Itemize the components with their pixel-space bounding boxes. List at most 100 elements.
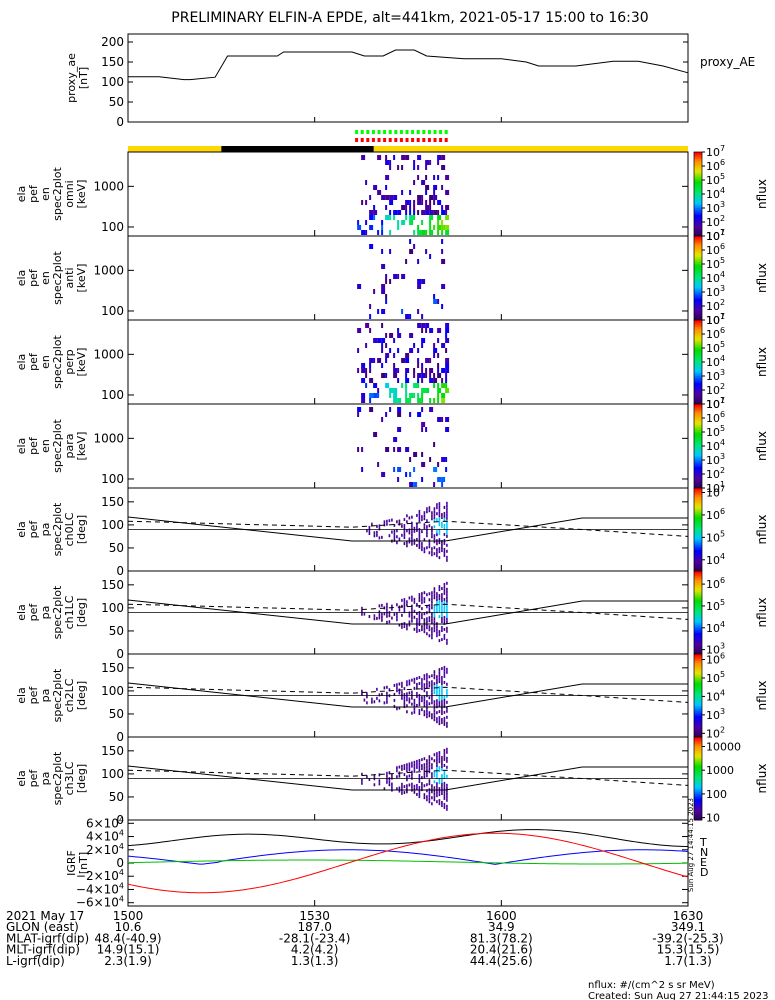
pa-cell [403, 524, 406, 528]
spectrogram-cell [377, 338, 382, 343]
pa-cell [421, 530, 423, 534]
colorbar-cell [694, 418, 702, 421]
colorbar-tick-label: 107 [706, 484, 725, 499]
spectrogram-cell [425, 328, 428, 333]
spectrogram-cell [385, 215, 390, 220]
pa-cell [386, 608, 388, 612]
pa-cell [416, 617, 418, 621]
colorbar-cell [694, 428, 702, 431]
pa-cell [388, 688, 391, 692]
colorbar-exponent: 5 [720, 172, 725, 181]
pa-ylabel: ela pef pa spec2plot ch3LC [deg] [15, 751, 88, 805]
pa-ylabel-line: [deg] [75, 681, 88, 710]
pa-cell [441, 721, 443, 725]
pa-cell [416, 762, 418, 766]
pa-cell [443, 704, 446, 708]
colorbar-cell [694, 590, 702, 593]
spectrogram-cell [433, 343, 436, 348]
colorbar-cell [694, 334, 702, 337]
colorbar-cell [694, 615, 702, 619]
pa-cell [418, 540, 421, 544]
pa-cell [423, 621, 426, 625]
colorbar-cell [694, 512, 702, 515]
pa-cell [378, 527, 381, 531]
pa-cell [406, 775, 408, 779]
colorbar-tick-label: 106 [706, 410, 725, 425]
colorbar-cell [694, 327, 702, 330]
pa-cell [433, 771, 436, 775]
colorbar-exponent: 5 [720, 340, 725, 349]
colorbar-cell [694, 519, 702, 522]
colorbar-exponent: 4 [720, 354, 725, 363]
colorbar-cell [694, 237, 702, 240]
pa-cell [396, 707, 398, 711]
pa-cell [363, 612, 366, 616]
pa-cell [431, 802, 433, 806]
spectrogram-cell [377, 393, 380, 398]
colorbar-cell [694, 678, 702, 681]
spectrogram-cell [389, 348, 392, 353]
colorbar-cell [694, 538, 702, 541]
pa-cell [446, 691, 448, 695]
spectrogram-cell [441, 368, 446, 373]
pa-cell [418, 759, 421, 763]
colorbar-cell [694, 391, 702, 394]
pa-cell [431, 591, 433, 595]
pa-cell [446, 525, 448, 529]
pa-cell [438, 511, 441, 515]
pa-cell [433, 712, 436, 716]
pa-cell [398, 519, 401, 523]
pa-cell [406, 778, 408, 782]
colorbar-cell [694, 707, 702, 710]
colorbar-cell [694, 778, 702, 781]
colorbar-cell [694, 402, 702, 405]
spectrogram-cell [401, 220, 406, 225]
pa-cell [403, 687, 406, 691]
pa-cell [443, 547, 446, 551]
pa-cell [436, 720, 438, 724]
orbit-cell: 1.7(1.3) [664, 954, 712, 968]
colorbar-cell [694, 737, 702, 740]
colorbar-cell [694, 783, 702, 786]
pa-cell [443, 802, 446, 806]
colorbar-cell [694, 750, 702, 754]
colorbar-exponent: 7 [720, 228, 725, 237]
pa-cell [406, 600, 408, 604]
pa-cell [416, 525, 418, 529]
pa-cell [433, 691, 436, 695]
pa-cell [398, 537, 401, 541]
pa-cell [368, 529, 371, 533]
spectrogram-cell [413, 205, 416, 210]
energy-ylabel-line: pef [27, 352, 40, 371]
spectrogram-cell [409, 412, 412, 417]
colorbar-cell [694, 733, 702, 736]
colorbar-tick-label: 103 [706, 284, 725, 299]
colorbar-tick-label: 103 [706, 452, 725, 467]
pa-cell [443, 514, 446, 518]
pa-cell [431, 606, 433, 610]
colorbar-cell [694, 453, 702, 456]
pa-cell [366, 692, 368, 696]
ae-ytick-label: 0 [116, 115, 124, 129]
colorbar-cell [694, 569, 702, 572]
pa-cell [413, 686, 416, 690]
pa-cell [428, 794, 431, 798]
spectrogram-cell [365, 180, 368, 185]
pa-cell [428, 628, 431, 632]
spectrogram-cell [421, 200, 424, 205]
pa-cell [373, 783, 376, 787]
spectrogram-cell [421, 452, 424, 457]
spectrogram-cell [441, 393, 446, 398]
pa-cell [446, 682, 448, 686]
pa-cell [398, 682, 401, 686]
science-marker-red [399, 138, 403, 142]
pa-cell [443, 621, 446, 625]
colorbar-cell [694, 551, 702, 555]
pa-cell [443, 722, 446, 726]
science-marker-green [439, 130, 443, 134]
pa-cell [406, 683, 408, 687]
colorbar-cell [694, 698, 702, 702]
pa-cell [431, 597, 433, 601]
colorbar-cell [694, 292, 702, 295]
